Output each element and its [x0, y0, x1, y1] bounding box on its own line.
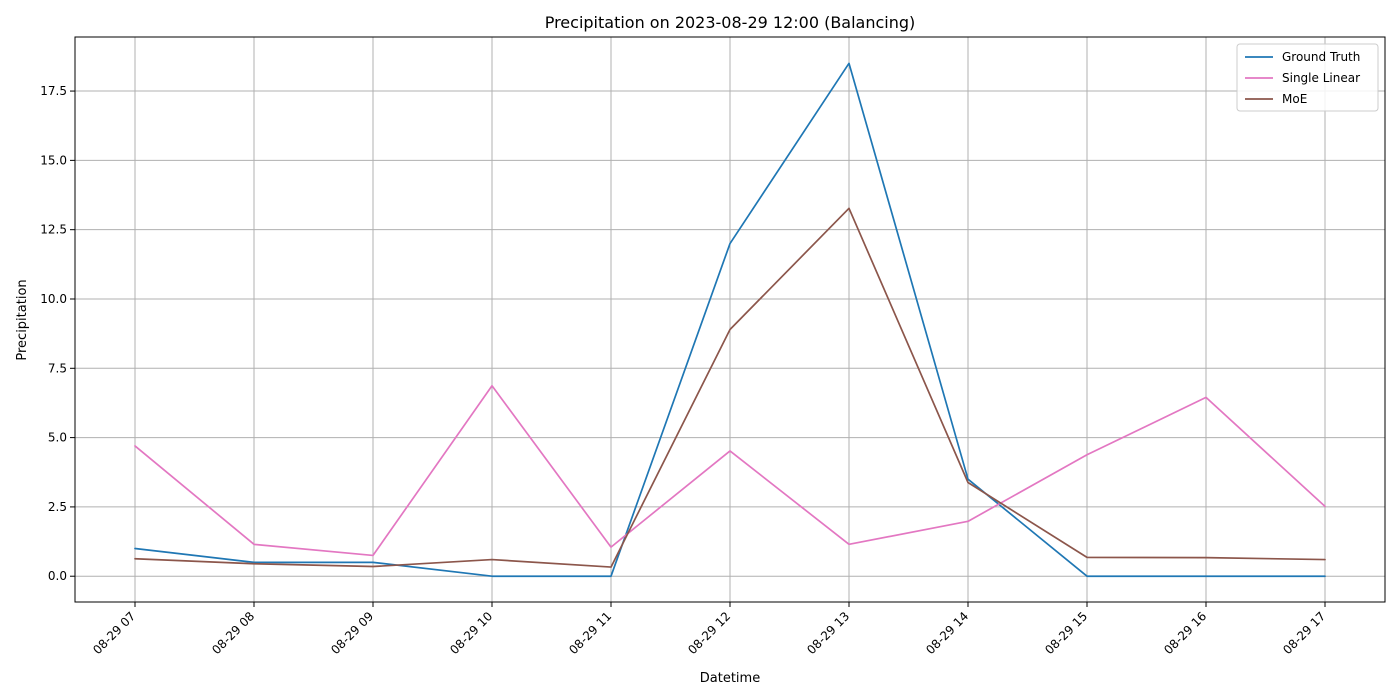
y-tick-label: 15.0 [40, 153, 67, 167]
x-tick-label: 08-29 14 [923, 609, 971, 657]
y-tick-label: 10.0 [40, 292, 67, 306]
series-lines [134, 62, 1326, 578]
legend: Ground Truth Single Linear MoE [1236, 43, 1379, 112]
legend-entry: Ground Truth [1282, 50, 1360, 64]
x-tick-label: 08-29 16 [1161, 609, 1209, 657]
x-tick-label: 08-29 08 [209, 609, 257, 657]
series-line-single-linear [134, 384, 1326, 557]
y-tick-label: 5.0 [48, 431, 67, 445]
grid [75, 37, 1385, 602]
x-tick-label: 08-29 10 [447, 609, 495, 657]
y-axis: 0.0 2.5 5.0 7.5 10.0 12.5 15.0 17.5 [40, 84, 75, 583]
y-tick-label: 0.0 [48, 569, 67, 583]
x-tick-label: 08-29 07 [90, 609, 138, 657]
x-tick-label: 08-29 12 [685, 609, 733, 657]
y-tick-label: 17.5 [40, 84, 67, 98]
legend-box [1236, 43, 1379, 112]
x-tick-label: 08-29 11 [566, 609, 614, 657]
chart-title: Precipitation on 2023-08-29 12:00 (Balan… [545, 13, 916, 32]
y-tick-label: 7.5 [48, 361, 67, 375]
legend-entry: MoE [1282, 92, 1307, 106]
x-tick-label: 08-29 09 [328, 609, 376, 657]
legend-entry: Single Linear [1282, 71, 1360, 85]
x-axis: 08-29 07 08-29 08 08-29 09 08-29 10 08-29 11… [90, 602, 1328, 657]
y-tick-label: 2.5 [48, 500, 67, 514]
x-tick-label: 08-29 13 [804, 609, 852, 657]
x-tick-label: 08-29 15 [1042, 609, 1090, 657]
series-line-moe [134, 207, 1326, 568]
series-line-ground-truth [134, 62, 1326, 578]
y-axis-label: Precipitation [15, 279, 30, 360]
x-tick-label: 08-29 17 [1280, 609, 1328, 657]
x-axis-label: Datetime [700, 671, 760, 686]
y-tick-label: 12.5 [40, 223, 67, 237]
